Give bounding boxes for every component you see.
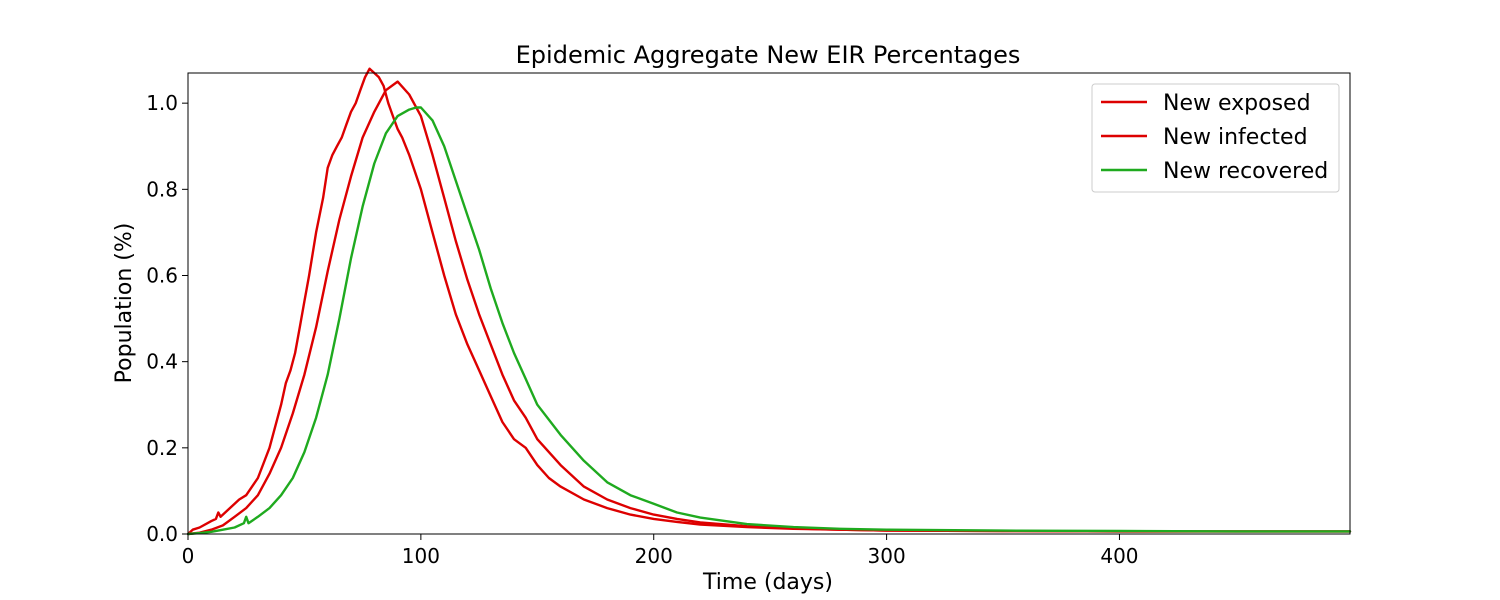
y-tick-label: 0.6 (146, 263, 178, 287)
series-layer (186, 67, 1352, 536)
legend-label-2: New recovered (1163, 159, 1328, 184)
plot-frame (187, 72, 1351, 535)
series-line-0 (186, 67, 1352, 536)
series-line-2 (186, 106, 1352, 536)
y-tick-label: 0.4 (146, 350, 178, 374)
y-tick-label: 0.8 (146, 177, 178, 201)
x-tick-label: 300 (868, 544, 906, 568)
y-axis: 0.0 0.2 0.4 0.6 0.8 1.0 (146, 91, 188, 546)
chart-title: Epidemic Aggregate New EIR Percentages (516, 41, 1021, 69)
y-tick-label: 1.0 (146, 91, 178, 115)
x-tick-label: 400 (1100, 544, 1138, 568)
y-tick-label: 0.0 (146, 522, 178, 546)
x-tick-label: 0 (182, 544, 195, 568)
legend-label-1: New infected (1163, 125, 1308, 150)
series-line-1 (186, 80, 1352, 536)
y-tick-label: 0.2 (146, 436, 178, 460)
legend-label-0: New exposed (1163, 91, 1311, 116)
x-tick-label: 200 (635, 544, 673, 568)
x-axis: 0 100 200 300 400 (182, 534, 1139, 568)
x-axis-label: Time (days) (702, 570, 833, 595)
legend: New exposed New infected New recovered (1091, 83, 1340, 193)
legend-box (1091, 83, 1340, 193)
y-axis-label: Population (%) (112, 223, 137, 384)
x-tick-label: 100 (402, 544, 440, 568)
